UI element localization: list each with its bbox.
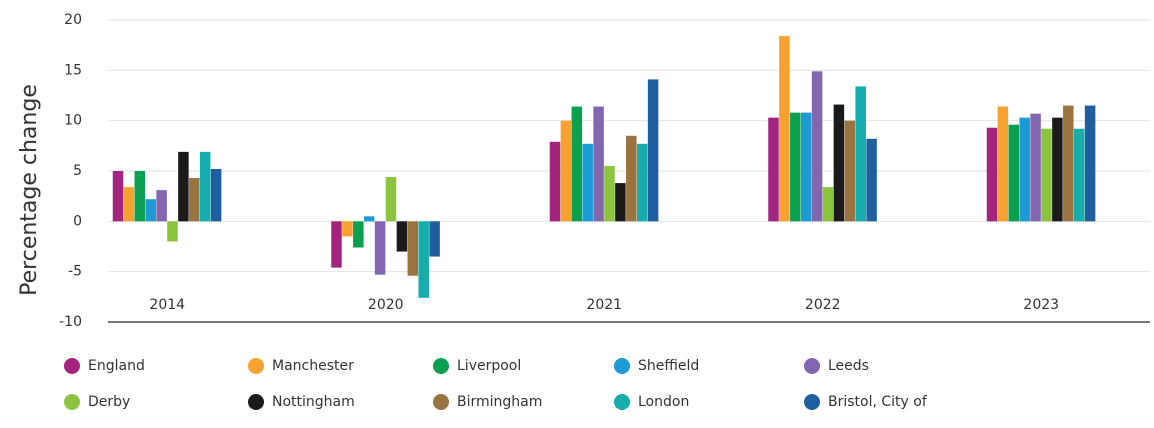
legend-label: Nottingham [272, 394, 355, 410]
bar [145, 199, 156, 222]
bar [1084, 105, 1096, 222]
bar [199, 151, 211, 222]
legend-label: England [88, 358, 145, 374]
bar [768, 117, 779, 222]
bar [779, 36, 790, 222]
bar [549, 141, 561, 222]
legend-label: London [638, 394, 689, 410]
bar [123, 187, 135, 222]
x-tick-label: 2021 [586, 297, 622, 313]
bar [997, 106, 1009, 222]
bar [342, 221, 353, 237]
bar [353, 221, 364, 248]
legend-label: Birmingham [457, 394, 542, 410]
x-tick-label: 2023 [1023, 297, 1059, 313]
bar [385, 177, 397, 222]
bar [407, 221, 419, 276]
bar [396, 221, 408, 252]
bar [647, 79, 659, 222]
bar [593, 106, 604, 222]
bar [571, 106, 583, 222]
bar [167, 221, 178, 242]
legend-swatch [248, 358, 264, 374]
legend-label: Liverpool [457, 358, 521, 374]
legend-swatch [614, 358, 630, 374]
bar [626, 135, 637, 222]
x-tick-label: 2014 [149, 297, 185, 313]
legend-swatch [614, 394, 630, 410]
bar [1063, 105, 1074, 222]
x-tick-label: 2022 [805, 297, 841, 313]
bar [156, 190, 167, 222]
bar [615, 183, 626, 222]
bar [844, 120, 856, 222]
legend-label: Sheffield [638, 358, 699, 374]
bar [866, 138, 877, 222]
bar [112, 171, 124, 222]
bar [790, 112, 801, 222]
legend-swatch [433, 394, 449, 410]
y-tick-label: -5 [68, 264, 82, 280]
legend-swatch [248, 394, 264, 410]
y-tick-label: 20 [64, 12, 82, 28]
bar [582, 143, 593, 222]
bar [363, 216, 375, 222]
y-tick-label: 15 [64, 62, 82, 78]
bar [1052, 117, 1063, 222]
legend-swatch [804, 358, 820, 374]
bar [374, 221, 386, 275]
legend-label: Manchester [272, 358, 354, 374]
bar [986, 127, 998, 222]
bar [1073, 128, 1085, 222]
y-tick-label: 10 [64, 113, 82, 129]
bar [134, 171, 146, 222]
bar [604, 165, 615, 222]
legend-swatch [433, 358, 449, 374]
legend-swatch [804, 394, 820, 410]
bar [429, 221, 440, 257]
x-tick-label: 2020 [368, 297, 404, 313]
bar [1030, 113, 1041, 222]
bar [418, 221, 429, 298]
y-tick-label: -10 [59, 314, 82, 330]
legend-label: Leeds [828, 358, 869, 374]
bar [833, 104, 845, 222]
bar [636, 143, 648, 222]
legend-swatch [64, 394, 80, 410]
legend-label: Bristol, City of [828, 394, 928, 410]
bar [1008, 124, 1020, 222]
bar [811, 71, 823, 222]
bar [1019, 117, 1030, 222]
bar [178, 151, 189, 222]
bar [822, 187, 834, 222]
bar [189, 178, 200, 222]
y-axis-label: Percentage change [17, 84, 42, 296]
y-tick-label: 5 [73, 163, 82, 179]
y-tick-label: 0 [73, 213, 82, 229]
bar [800, 112, 812, 222]
bar [855, 86, 866, 222]
legend-swatch [64, 358, 80, 374]
bar [1041, 128, 1052, 222]
bar [560, 120, 572, 222]
bar [210, 168, 222, 222]
bar [331, 221, 342, 268]
legend-label: Derby [88, 394, 130, 410]
